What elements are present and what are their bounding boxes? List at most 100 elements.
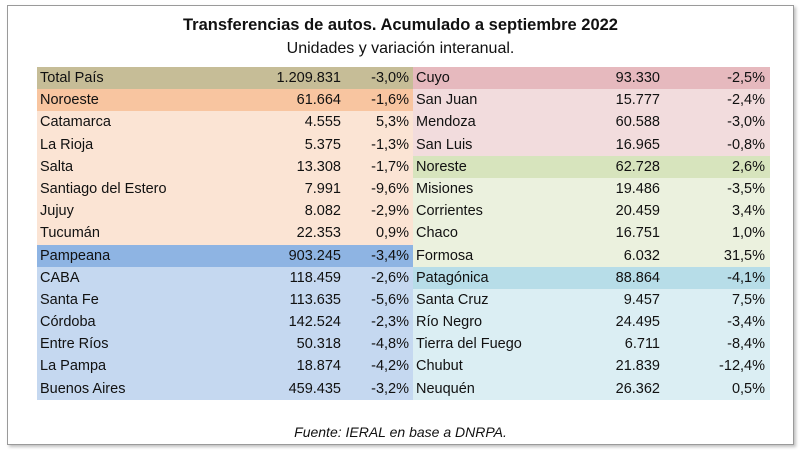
value-cell: 9.457 <box>623 291 660 308</box>
province-row: Chaco 16.751 1,0% <box>413 222 770 245</box>
pct-cell: -8,4% <box>727 336 765 353</box>
name-cell: Entre Ríos <box>40 336 109 353</box>
right-column: Cuyo 93.330 -2,5% San Juan 15.777 -2,4% Mendoz… <box>413 67 770 400</box>
pct-cell: -4,8% <box>371 336 409 353</box>
province-row: Tierra del Fuego 6.711 -8,4% <box>413 333 770 356</box>
value-cell: 16.965 <box>615 136 660 153</box>
pct-cell: -5,6% <box>371 291 409 308</box>
value-cell: 18.874 <box>296 358 341 375</box>
province-row: San Luis 16.965 -0,8% <box>413 133 770 156</box>
province-row: La Pampa 18.874 -4,2% <box>37 355 413 378</box>
pct-cell: -2,5% <box>727 70 765 86</box>
name-cell: Tucumán <box>40 225 100 242</box>
name-cell: Pampeana <box>40 247 111 264</box>
value-cell: 15.777 <box>615 92 660 109</box>
name-cell: Neuquén <box>416 380 475 397</box>
name-cell: La Pampa <box>40 358 107 375</box>
name-cell: Jujuy <box>40 203 74 220</box>
province-row: Chubut 21.839 -12,4% <box>413 355 770 378</box>
name-cell: Total País <box>40 70 104 86</box>
value-cell: 50.318 <box>296 336 341 353</box>
pct-cell: -2,9% <box>371 203 409 220</box>
pct-cell: 31,5% <box>723 247 765 264</box>
value-cell: 26.362 <box>615 380 660 397</box>
value-cell: 6.032 <box>623 247 660 264</box>
province-row: Tucumán 22.353 0,9% <box>37 222 413 245</box>
value-cell: 88.864 <box>615 269 660 286</box>
name-cell: Chaco <box>416 225 458 242</box>
pct-cell: 2,6% <box>731 158 765 175</box>
value-cell: 113.635 <box>289 291 341 308</box>
province-row: CABA 118.459 -2,6% <box>37 266 413 289</box>
pct-cell: -3,5% <box>727 180 765 197</box>
name-cell: San Juan <box>416 92 478 109</box>
province-row: La Rioja 5.375 -1,3% <box>37 133 413 156</box>
region-row: Cuyo 93.330 -2,5% <box>413 67 770 90</box>
table-title: Transferencias de autos. Acumulado a sep… <box>183 16 618 34</box>
value-cell: 118.459 <box>289 269 341 286</box>
value-cell: 93.330 <box>615 70 660 86</box>
province-row: Formosa 6.032 31,5% <box>413 244 770 267</box>
name-cell: Río Negro <box>416 314 483 331</box>
province-row: Santa Cruz 9.457 7,5% <box>413 288 770 312</box>
province-row: Buenos Aires 459.435 -3,2% <box>37 377 413 400</box>
pct-cell: -0,8% <box>727 136 765 153</box>
province-row: Mendoza 60.588 -3,0% <box>413 111 770 134</box>
value-cell: 13.308 <box>296 158 341 175</box>
name-cell: Patagónica <box>416 269 489 286</box>
pct-cell: -2,3% <box>371 314 409 331</box>
province-row: Santiago del Estero 7.991 -9,6% <box>37 177 413 201</box>
value-cell: 5.375 <box>304 136 341 153</box>
pct-cell: 0,5% <box>731 380 765 397</box>
province-row: Entre Ríos 50.318 -4,8% <box>37 333 413 356</box>
value-cell: 7.991 <box>304 180 341 197</box>
region-row: Pampeana 903.245 -3,4% <box>37 244 413 267</box>
value-cell: 61.664 <box>296 92 341 109</box>
province-row: Córdoba 142.524 -2,3% <box>37 311 413 334</box>
pct-cell: -3,0% <box>371 70 409 86</box>
value-cell: 6.711 <box>624 336 660 353</box>
value-cell: 60.588 <box>615 114 660 131</box>
pct-cell: -3,0% <box>727 114 765 131</box>
province-row: Salta 13.308 -1,7% <box>37 155 413 178</box>
name-cell: Noroeste <box>40 92 99 109</box>
source-note: Fuente: IERAL en base a DNRPA. <box>294 424 507 440</box>
province-row: Río Negro 24.495 -3,4% <box>413 311 770 334</box>
province-row: Catamarca 4.555 5,3% <box>37 111 413 134</box>
name-cell: Formosa <box>416 247 474 264</box>
pct-cell: -9,6% <box>371 180 409 197</box>
name-cell: Chubut <box>416 358 463 375</box>
region-row: Patagónica 88.864 -4,1% <box>413 266 770 289</box>
pct-cell: 7,5% <box>731 291 765 308</box>
value-cell: 22.353 <box>296 225 341 242</box>
pct-cell: -3,4% <box>371 247 409 264</box>
value-cell: 903.245 <box>288 247 341 264</box>
name-cell: Salta <box>40 158 74 175</box>
pct-cell: -2,6% <box>371 269 409 286</box>
province-row: Corrientes 20.459 3,4% <box>413 200 770 223</box>
value-cell: 20.459 <box>615 203 660 220</box>
name-cell: Mendoza <box>416 114 476 131</box>
name-cell: Santiago del Estero <box>40 180 167 197</box>
value-cell: 62.728 <box>615 158 660 175</box>
province-row: Neuquén 26.362 0,5% <box>413 377 770 400</box>
name-cell: Santa Cruz <box>416 291 489 308</box>
name-cell: Noreste <box>416 158 467 175</box>
region-row: Noroeste 61.664 -1,6% <box>37 89 413 112</box>
name-cell: Catamarca <box>40 114 111 131</box>
pct-cell: 5,3% <box>375 114 409 131</box>
name-cell: CABA <box>40 269 80 286</box>
name-cell: La Rioja <box>40 136 94 153</box>
region-row: Total País 1.209.831 -3,0% <box>37 67 413 90</box>
value-cell: 142.524 <box>288 314 341 331</box>
name-cell: Tierra del Fuego <box>416 336 522 353</box>
value-cell: 459.435 <box>288 380 341 397</box>
pct-cell: -1,7% <box>371 158 409 175</box>
pct-cell: -2,4% <box>727 92 765 109</box>
pct-cell: -4,2% <box>371 358 409 375</box>
value-cell: 19.486 <box>615 180 660 197</box>
province-row: Santa Fe 113.635 -5,6% <box>37 288 413 312</box>
value-cell: 4.555 <box>304 114 341 131</box>
pct-cell: 3,4% <box>731 203 765 220</box>
left-column: Total País 1.209.831 -3,0% Noroeste 61.664 -1… <box>37 67 413 400</box>
